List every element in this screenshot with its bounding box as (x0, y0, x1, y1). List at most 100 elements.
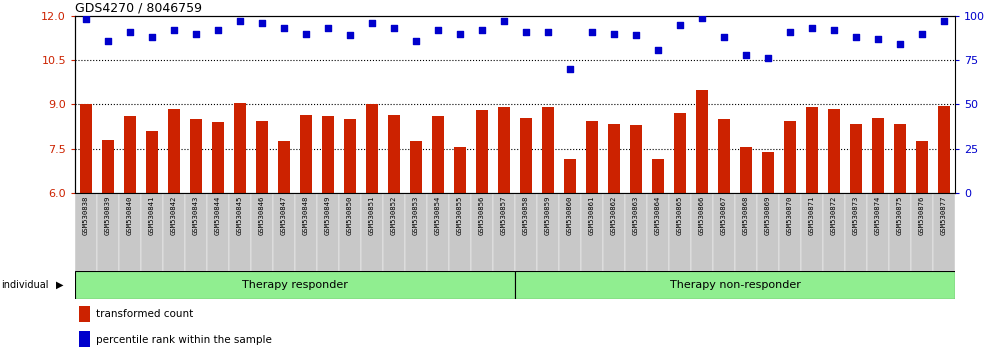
Bar (823, 193, 845, 271)
Bar (366, 104, 378, 193)
Text: GSM530868: GSM530868 (743, 195, 749, 235)
Text: GSM530845: GSM530845 (237, 195, 243, 235)
Text: GSM530847: GSM530847 (281, 195, 287, 235)
Point (276, 25, 292, 31)
Text: GSM530844: GSM530844 (215, 195, 221, 235)
Bar (388, 115, 400, 193)
Bar (515, 193, 537, 271)
Point (584, 29, 600, 35)
Point (606, 31, 622, 36)
Text: transformed count: transformed count (96, 309, 193, 320)
Text: GSM530856: GSM530856 (479, 195, 485, 235)
Text: Therapy responder: Therapy responder (242, 280, 348, 290)
Bar (185, 193, 207, 271)
Bar (559, 193, 581, 271)
Text: GSM530853: GSM530853 (413, 195, 419, 235)
Point (782, 29, 798, 35)
Bar (317, 193, 339, 271)
Point (188, 31, 204, 36)
Point (672, 22, 688, 28)
Bar (476, 110, 488, 193)
Bar (79, 331, 90, 347)
Bar (102, 140, 114, 193)
Bar (229, 193, 251, 271)
Point (122, 29, 138, 35)
Point (562, 66, 578, 72)
Text: GSM530869: GSM530869 (765, 195, 771, 235)
Bar (867, 193, 889, 271)
Text: GSM530860: GSM530860 (567, 195, 573, 235)
Text: GSM530841: GSM530841 (149, 195, 155, 235)
Point (320, 25, 336, 31)
Point (166, 27, 182, 33)
Bar (515, 271, 955, 299)
Bar (762, 152, 774, 193)
Bar (916, 141, 928, 193)
Text: GSM530872: GSM530872 (831, 195, 837, 235)
Bar (207, 193, 229, 271)
Bar (300, 115, 312, 193)
Point (364, 20, 380, 26)
Bar (674, 113, 686, 193)
Bar (410, 141, 422, 193)
Point (826, 27, 842, 33)
Point (870, 36, 886, 42)
Point (936, 18, 952, 24)
Text: GSM530849: GSM530849 (325, 195, 331, 235)
Text: GSM530852: GSM530852 (391, 195, 397, 235)
Bar (608, 124, 620, 193)
Text: GSM530857: GSM530857 (501, 195, 507, 235)
Bar (850, 124, 862, 193)
Text: GSM530871: GSM530871 (809, 195, 815, 235)
Text: percentile rank within the sample: percentile rank within the sample (96, 335, 272, 345)
Bar (449, 193, 471, 271)
Point (386, 25, 402, 31)
Point (760, 56, 776, 61)
Bar (542, 107, 554, 193)
Text: GSM530864: GSM530864 (655, 195, 661, 235)
Text: GSM530876: GSM530876 (919, 195, 925, 235)
Bar (691, 193, 713, 271)
Bar (97, 193, 119, 271)
Point (540, 29, 556, 35)
Bar (652, 159, 664, 193)
Text: GSM530839: GSM530839 (105, 195, 111, 235)
Bar (361, 193, 383, 271)
Text: individual: individual (1, 280, 48, 290)
Text: GSM530858: GSM530858 (523, 195, 529, 235)
Point (848, 34, 864, 40)
Text: GSM530875: GSM530875 (897, 195, 903, 235)
Bar (625, 193, 647, 271)
Bar (234, 103, 246, 193)
Bar (564, 159, 576, 193)
Bar (801, 193, 823, 271)
Bar (79, 306, 90, 322)
Text: GSM530842: GSM530842 (171, 195, 177, 235)
Bar (212, 122, 224, 193)
Bar (256, 121, 268, 193)
Bar (344, 119, 356, 193)
Text: GSM530855: GSM530855 (457, 195, 463, 235)
Text: GSM530870: GSM530870 (787, 195, 793, 235)
Text: GSM530846: GSM530846 (259, 195, 265, 235)
Bar (806, 107, 818, 193)
Bar (696, 90, 708, 193)
Bar (911, 193, 933, 271)
Bar (520, 118, 532, 193)
Text: GSM530862: GSM530862 (611, 195, 617, 235)
Bar (889, 193, 911, 271)
Text: GSM530850: GSM530850 (347, 195, 353, 235)
Bar (119, 193, 141, 271)
Bar (339, 193, 361, 271)
Text: GSM530877: GSM530877 (941, 195, 947, 235)
Point (210, 27, 226, 33)
Text: GSM530874: GSM530874 (875, 195, 881, 235)
Text: GSM530838: GSM530838 (83, 195, 89, 235)
Point (914, 31, 930, 36)
Point (430, 27, 446, 33)
Bar (75, 271, 515, 299)
Bar (141, 193, 163, 271)
Bar (713, 193, 735, 271)
Point (408, 38, 424, 44)
Bar (603, 193, 625, 271)
